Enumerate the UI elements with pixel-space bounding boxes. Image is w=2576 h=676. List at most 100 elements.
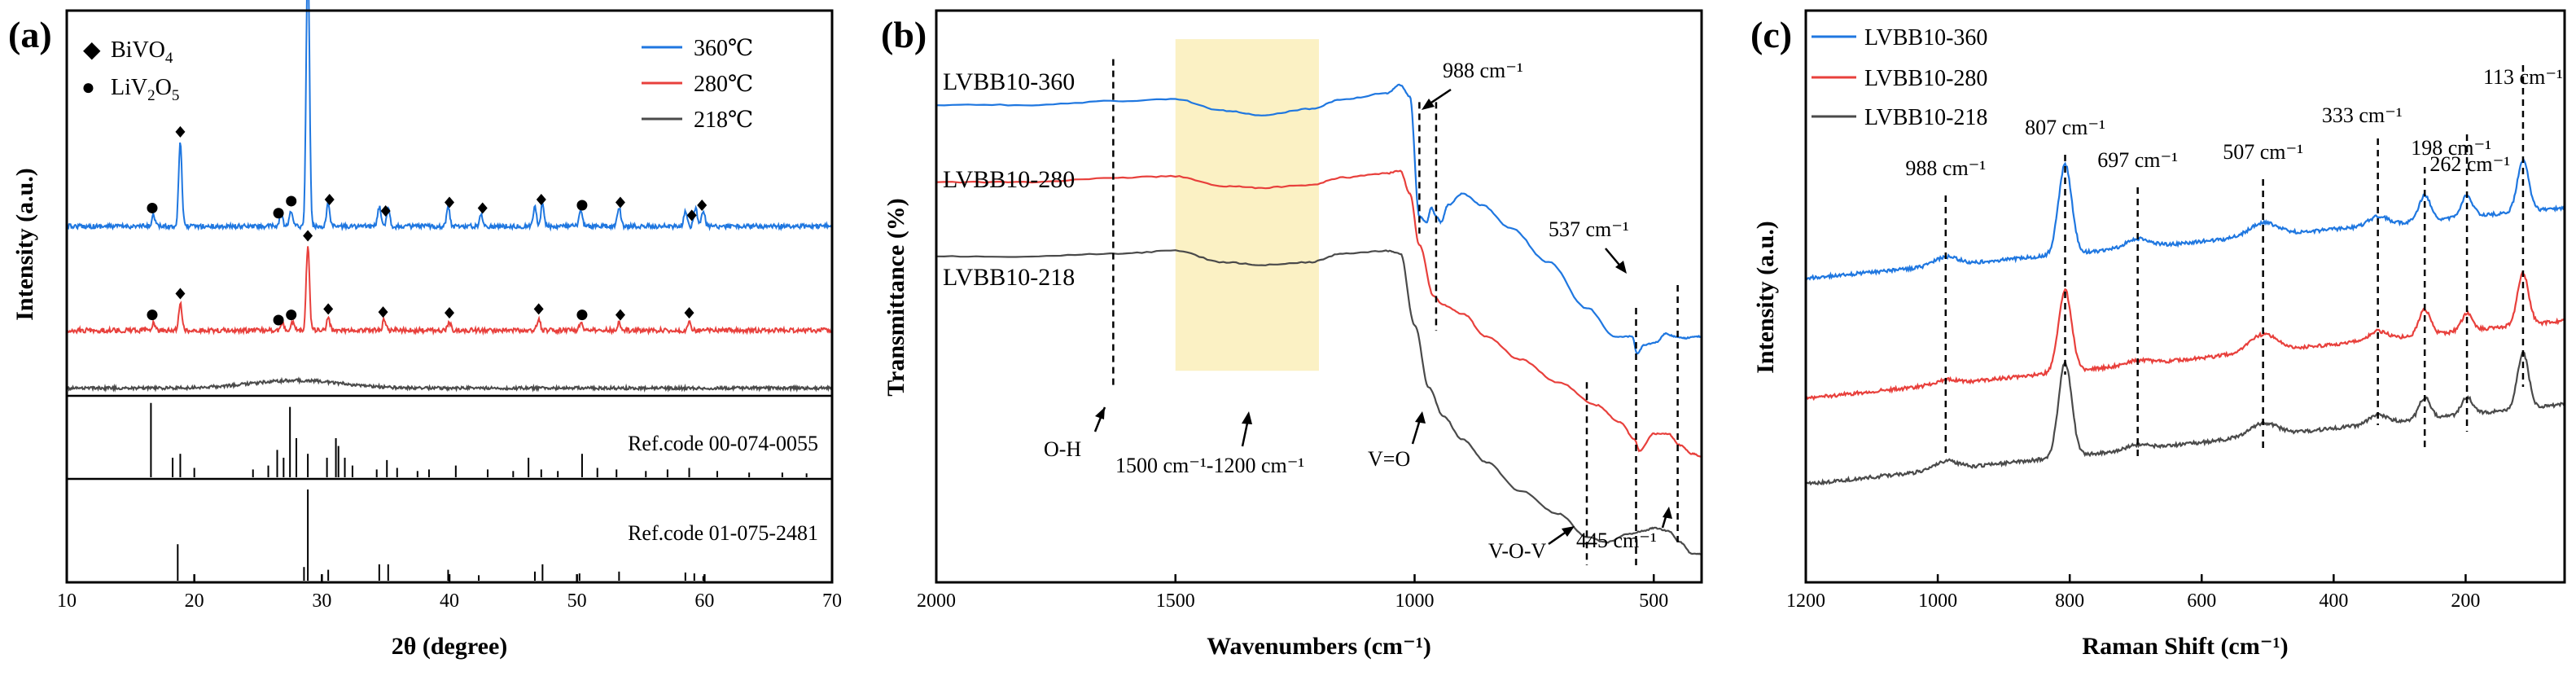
m280-liv2o5-marker-0 (147, 309, 158, 321)
m280-liv2o5-marker-3 (576, 309, 588, 321)
panel-a-ticks: 10 20 30 40 50 60 70 (57, 574, 842, 612)
series-b-1 (935, 169, 1702, 458)
c-xtick-label-1: 1000 (1918, 590, 1957, 612)
panel-a-symbol-legend: ◆ BiVO4 ● LiV2O5 (81, 37, 179, 104)
series-label-b-360: LVBB10-360 (943, 68, 1075, 95)
m360-bivo4-marker-3 (380, 204, 391, 217)
series-b-2 (935, 249, 1702, 555)
bivo4-legend-label: BiVO4 (111, 37, 173, 67)
a-xtick-label-6: 70 (822, 590, 842, 612)
arrow-988-head (1422, 99, 1435, 110)
c-xtick-label-2: 800 (2055, 590, 2084, 612)
m360-bivo4-marker-8 (686, 209, 697, 222)
panel-c-frame (1804, 9, 2566, 584)
m360-bivo4-marker-2 (324, 194, 335, 206)
a-xtick-label-4: 50 (567, 590, 587, 612)
m360-liv2o5-marker-0 (147, 202, 158, 213)
panel-c-xlabel: Raman Shift (cm⁻¹) (2082, 633, 2288, 660)
annotation-537: 537 cm⁻¹ (1549, 217, 1629, 241)
m280-bivo4-marker-4 (445, 307, 454, 319)
bivo4-legend-marker: ◆ (83, 37, 101, 63)
panel-a-series-legend: 360℃ 280℃ 218℃ (642, 36, 753, 133)
panel-c-ylabel-visible: Intensity (a.u.) (1752, 221, 1779, 374)
panel-b: (b) 2000 1500 1000 500 Wavenumbers (cm⁻¹) T… (881, 9, 1703, 660)
a-xtick-label-1: 20 (185, 590, 204, 612)
panel-c-label: (c) (1750, 14, 1792, 55)
annotation-vo: V=O (1368, 447, 1410, 471)
panel-a-data (66, 0, 832, 581)
ref-code-2-label: Ref.code 01-075-2481 (628, 521, 818, 545)
ref-code-1-label: Ref.code 00-074-0055 (628, 432, 818, 455)
series-c-2 (1805, 351, 2565, 486)
b-xtick-label-0: 2000 (917, 590, 956, 612)
arrow-oh-head (1095, 407, 1105, 419)
series-c-1 (1804, 270, 2565, 402)
m280-bivo4-marker-5 (533, 303, 544, 315)
arrow-vov-head (1562, 526, 1575, 537)
m280-bivo4-marker-6 (615, 309, 625, 321)
legend-a-label-360: 360℃ (694, 36, 753, 61)
series-a-0 (66, 0, 832, 232)
m360-bivo4-marker-9 (697, 199, 708, 211)
b-xtick-label-1: 1500 (1156, 590, 1195, 612)
m360-liv2o5-marker-2 (286, 195, 297, 207)
panel-b-ylabel: Transmittance (%) (883, 198, 909, 397)
arrow-vo-head (1415, 411, 1426, 424)
m280-liv2o5-marker-1 (273, 314, 284, 326)
series-b-0 (935, 83, 1702, 355)
panel-a-ylabel: Intensity (a.u.) (11, 168, 38, 321)
legend-a-label-218: 218℃ (694, 108, 753, 133)
m280-bivo4-marker-1 (303, 230, 313, 242)
c-xtick-label-0: 1200 (1786, 590, 1825, 612)
c-peak-label-3: 507 cm⁻¹ (2223, 140, 2303, 164)
liv2o5-legend-tail: O (156, 75, 172, 100)
m280-bivo4-marker-0 (175, 288, 186, 300)
bivo4-legend-sub: 4 (165, 50, 173, 67)
m360-bivo4-marker-0 (175, 125, 186, 138)
annotation-region: 1500 cm⁻¹-1200 cm⁻¹ (1115, 454, 1304, 477)
m280-bivo4-marker-7 (684, 307, 694, 319)
panel-b-xlabel: Wavenumbers (cm⁻¹) (1207, 633, 1431, 660)
panel-c: (c) 988 cm⁻¹ 807 cm⁻¹ 697 cm⁻¹ 507 cm⁻¹ 333 … (1750, 9, 2566, 660)
panel-b-annotations: O-H 1500 cm⁻¹-1200 cm⁻¹ 988 cm⁻¹ V=O 537… (1044, 59, 1672, 563)
series-a-2 (66, 376, 832, 393)
c-xtick-label-4: 400 (2319, 590, 2348, 612)
panel-b-data (935, 39, 1702, 565)
m360-liv2o5-marker-1 (273, 208, 284, 219)
panel-a-label: (a) (8, 14, 52, 55)
c-peak-label-6: 198 cm⁻¹ (2411, 136, 2491, 160)
arrow-445-head (1663, 507, 1672, 519)
m360-bivo4-marker-6 (536, 194, 546, 206)
m360-bivo4-marker-7 (615, 196, 625, 209)
series-label-b-218: LVBB10-218 (943, 264, 1075, 291)
b-xtick-label-3: 500 (1639, 590, 1668, 612)
a-xtick-label-0: 10 (57, 590, 77, 612)
a-xtick-label-2: 30 (312, 590, 331, 612)
m360-bivo4-marker-4 (445, 196, 454, 209)
panel-a: (a) 10 20 30 40 50 60 70 2θ (degree) Intensity… (8, 0, 842, 660)
panel-c-ticks: 1200 1000 800 600 400 200 (1786, 574, 2480, 612)
liv2o5-legend-marker: ● (81, 75, 95, 100)
panel-c-legend: LVBB10-360 LVBB10-280 LVBB10-218 (1812, 25, 1987, 130)
legend-c-label-218: LVBB10-218 (1864, 105, 1987, 130)
panel-b-frame (935, 9, 1703, 584)
panel-b-ticks: 2000 1500 1000 500 (917, 574, 1668, 612)
series-c-0 (1805, 156, 2565, 281)
liv2o5-legend-main: LiV (111, 75, 147, 100)
c-peak-label-1: 807 cm⁻¹ (2025, 116, 2105, 139)
panel-b-label: (b) (881, 14, 927, 55)
arrow-537-head (1615, 261, 1627, 274)
a-xtick-label-3: 40 (440, 590, 459, 612)
panel-c-data: 988 cm⁻¹ 807 cm⁻¹ 697 cm⁻¹ 507 cm⁻¹ 333 cm⁻¹… (1804, 65, 2565, 486)
legend-c-label-360: LVBB10-360 (1864, 25, 1987, 50)
c-peak-label-4: 333 cm⁻¹ (2322, 103, 2403, 127)
m360-liv2o5-marker-3 (576, 200, 588, 211)
legend-a-label-280: 280℃ (694, 72, 753, 97)
legend-c-label-280: LVBB10-280 (1864, 66, 1987, 91)
liv2o5-legend-sub: 2 (147, 87, 156, 104)
c-peak-label-5: 262 cm⁻¹ (2429, 152, 2510, 176)
b-xtick-label-2: 1000 (1395, 590, 1435, 612)
bivo4-legend-main: BiVO (111, 37, 165, 63)
panel-a-xlabel: 2θ (degree) (392, 633, 508, 660)
